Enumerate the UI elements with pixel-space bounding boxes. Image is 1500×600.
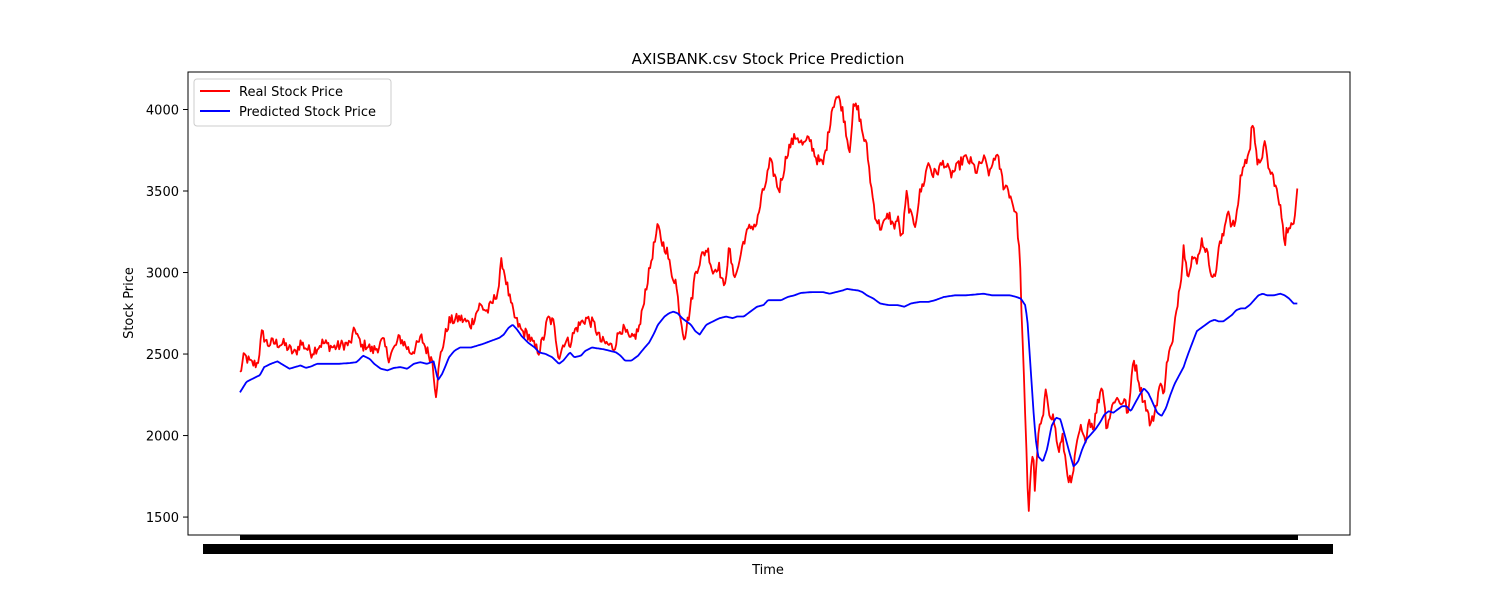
legend-label-predicted: Predicted Stock Price xyxy=(239,105,376,120)
plot-area-frame xyxy=(187,71,1351,536)
legend-label-real: Real Stock Price xyxy=(239,85,343,100)
legend-box xyxy=(193,78,392,127)
y-tick-label: 3000 xyxy=(146,267,179,282)
y-axis-label: Stock Price xyxy=(122,267,137,339)
y-tick-label: 1500 xyxy=(146,511,179,526)
series-layer xyxy=(239,95,1299,512)
y-tick-label: 4000 xyxy=(146,103,179,118)
legend: Real Stock Price Predicted Stock Price xyxy=(193,78,392,127)
y-tick-label: 2000 xyxy=(146,430,179,445)
chart-title: AXISBANK.csv Stock Price Prediction xyxy=(632,50,905,68)
x-tick-label-band xyxy=(203,544,1333,554)
y-tick-label: 3500 xyxy=(146,185,179,200)
x-tick-band xyxy=(240,535,1298,540)
real-price-line xyxy=(239,95,1299,512)
x-axis-ticks xyxy=(203,535,1333,554)
x-axis-label: Time xyxy=(751,563,784,578)
predicted-price-line xyxy=(239,287,1298,468)
y-axis: 1500 2000 2500 3000 3500 4000 xyxy=(146,103,188,526)
y-tick-label: 2500 xyxy=(146,348,179,363)
